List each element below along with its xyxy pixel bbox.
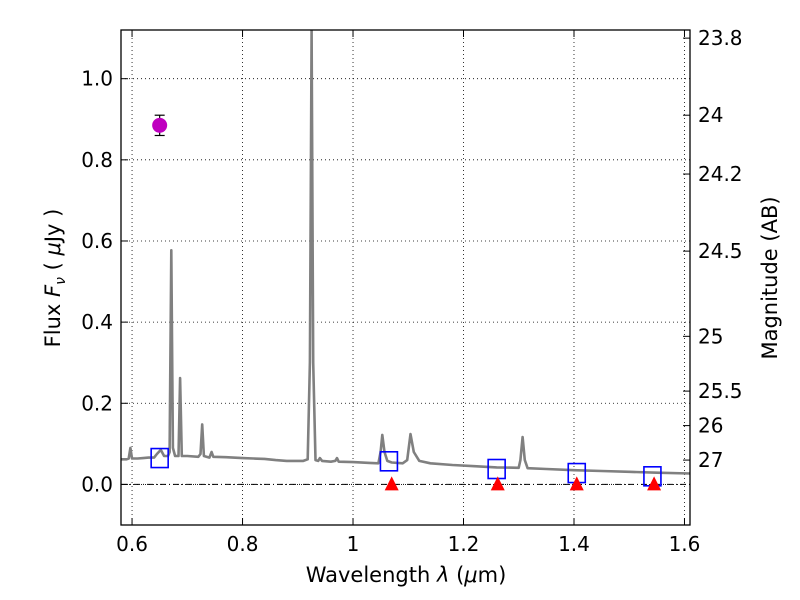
y-tick-label: 1.0 bbox=[81, 67, 113, 91]
model-spectrum-line bbox=[121, 30, 690, 475]
y2-tick-label: 23.8 bbox=[698, 26, 743, 50]
y-tick-label: 0.2 bbox=[81, 391, 113, 415]
upper-limit-marker bbox=[569, 476, 584, 491]
plot-series bbox=[121, 30, 690, 491]
y2-tick-label: 27 bbox=[698, 448, 723, 472]
upper-limit-marker bbox=[384, 476, 399, 491]
x-tick-label: 0.6 bbox=[116, 532, 148, 556]
y2-axis: 23.8 24 24.2 24.5 25 25.5 26 27 bbox=[683, 26, 743, 472]
model-band-flux-marker bbox=[150, 447, 169, 469]
x-tick-label: 1.6 bbox=[669, 532, 701, 556]
y-tick-label: 0.0 bbox=[81, 472, 113, 496]
x-tick-label: 1.2 bbox=[448, 532, 480, 556]
y2-axis-label: Magnitude (AB) bbox=[758, 196, 782, 359]
plot-frame bbox=[120, 29, 691, 526]
plot-area bbox=[121, 30, 690, 491]
x-axis: 0.6 0.8 1 1.2 1.4 1.6 bbox=[116, 30, 700, 556]
y2-tick-label: 24.5 bbox=[698, 239, 743, 263]
model-band-flux-marker bbox=[379, 450, 399, 472]
upper-limit-marker bbox=[490, 476, 505, 491]
y-axis-label: Flux Fν ( μJy ) bbox=[41, 209, 69, 348]
x-tick-label: 0.8 bbox=[227, 532, 259, 556]
y2-tick-label: 25 bbox=[698, 324, 723, 348]
y2-tick-label: 25.5 bbox=[698, 379, 743, 403]
y-tick-label: 0.8 bbox=[81, 148, 113, 172]
x-tick-label: 1.4 bbox=[558, 532, 590, 556]
grid-lines bbox=[121, 30, 690, 525]
y2-tick-label: 24 bbox=[698, 103, 723, 127]
model-band-flux-marker bbox=[487, 458, 506, 480]
y2-tick-label: 26 bbox=[698, 414, 723, 438]
y-axis: 0.0 0.2 0.4 0.6 0.8 1.0 bbox=[81, 67, 128, 496]
y2-tick-label: 24.2 bbox=[698, 162, 743, 186]
x-axis-label: Wavelength λ (μm) bbox=[306, 563, 507, 587]
y-tick-label: 0.4 bbox=[81, 310, 113, 334]
observed-flux-point bbox=[152, 117, 168, 133]
x-tick-label: 1 bbox=[347, 532, 360, 556]
y-tick-label: 0.6 bbox=[81, 229, 113, 253]
upper-limit-marker bbox=[647, 476, 662, 491]
